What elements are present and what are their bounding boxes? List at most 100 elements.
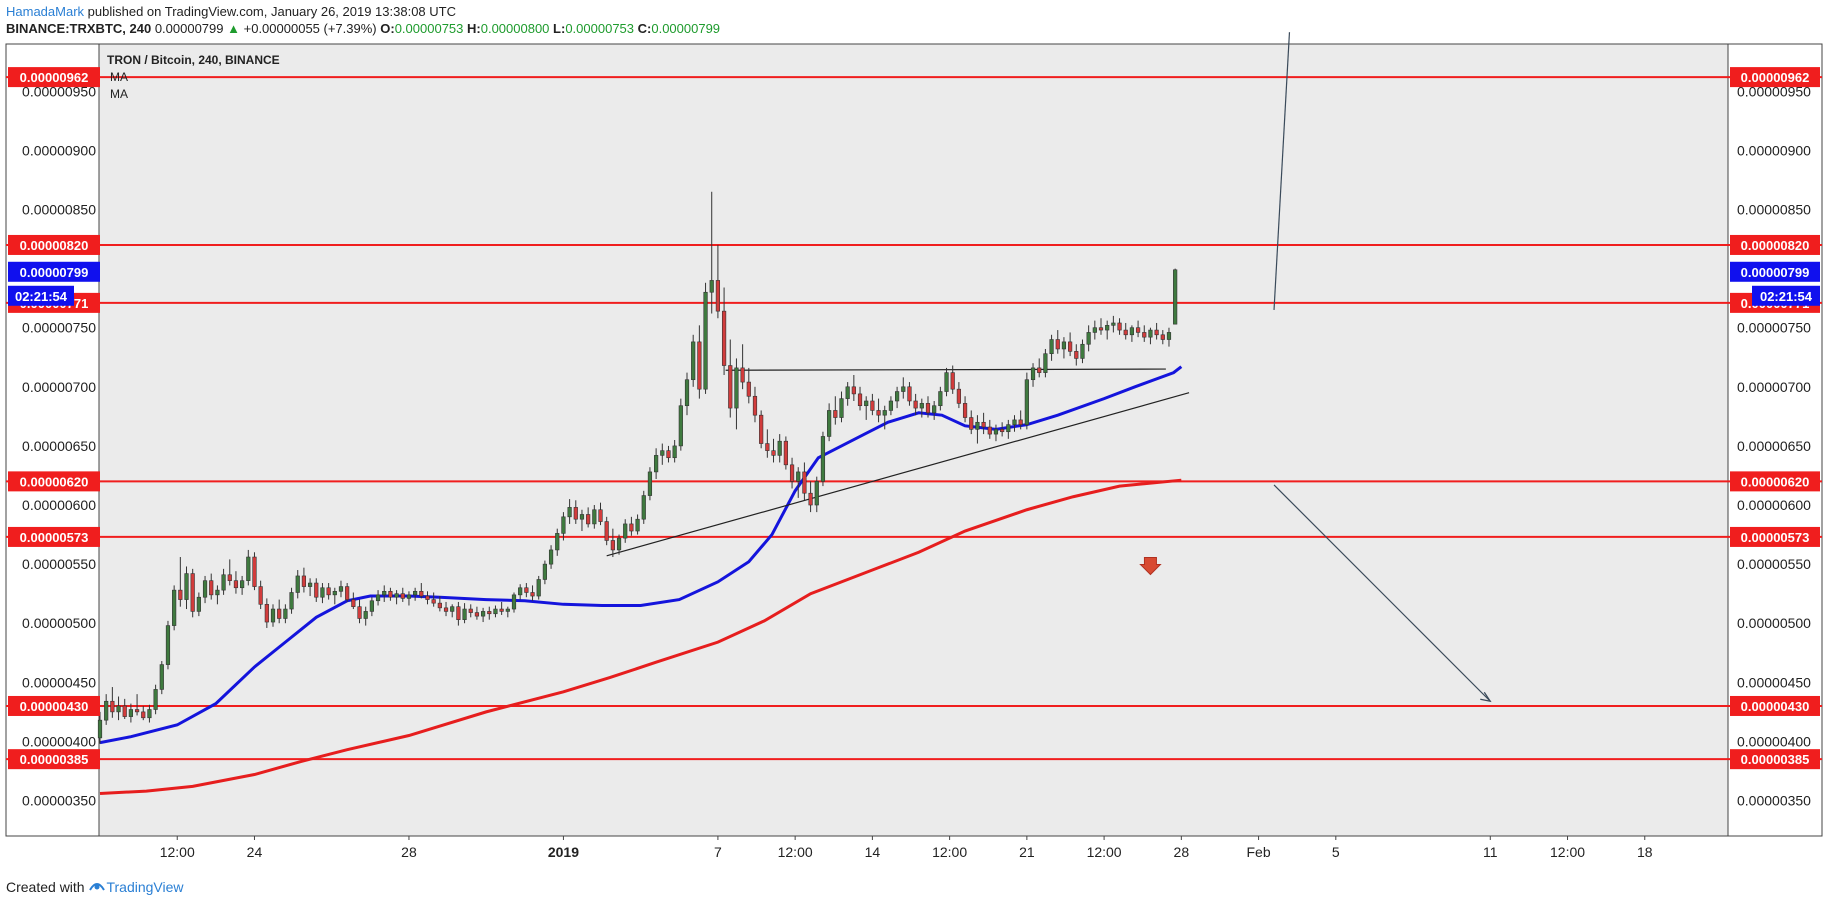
sell-arrow-icon[interactable] (1139, 556, 1162, 576)
candle-down[interactable] (907, 382, 912, 406)
candle-up[interactable] (1043, 348, 1048, 378)
candle-down[interactable] (326, 583, 331, 600)
candle-up[interactable] (97, 711, 103, 744)
candle-down[interactable] (277, 599, 282, 624)
candle-down[interactable] (134, 694, 140, 716)
current-price-tag-left[interactable]: 0.00000799 (8, 261, 100, 282)
candle-up[interactable] (542, 560, 547, 585)
candle-down[interactable] (870, 393, 875, 416)
candle-up[interactable] (709, 191, 714, 314)
candle-up[interactable] (734, 358, 739, 430)
candle-down[interactable] (1117, 318, 1122, 335)
candle-up[interactable] (196, 592, 201, 617)
candle-up[interactable] (511, 592, 517, 613)
candle-down[interactable] (925, 396, 931, 418)
candle-down[interactable] (604, 516, 609, 546)
candle-up[interactable] (159, 661, 164, 695)
candle-down[interactable] (1037, 358, 1042, 378)
projection-up-line[interactable] (1273, 32, 1291, 311)
candle-down[interactable] (499, 601, 504, 615)
candle-down[interactable] (759, 410, 764, 449)
candle-up[interactable] (375, 590, 381, 606)
candle-down[interactable] (419, 583, 424, 599)
candle-up[interactable] (1006, 419, 1011, 439)
candle-up[interactable] (536, 575, 541, 600)
candle-down[interactable] (233, 571, 239, 594)
candle-up[interactable] (518, 584, 523, 600)
candle-up[interactable] (660, 443, 665, 465)
candle-up[interactable] (864, 396, 869, 420)
candle-up[interactable] (1049, 334, 1054, 361)
candle-up[interactable] (382, 585, 387, 602)
candle-up[interactable] (221, 568, 226, 595)
candle-up[interactable] (369, 597, 374, 617)
candle-up[interactable] (1086, 325, 1091, 352)
candle-down[interactable] (956, 382, 961, 409)
candle-up[interactable] (295, 570, 300, 599)
candle-up[interactable] (635, 514, 640, 535)
candle-up[interactable] (493, 605, 498, 618)
countdown-tag-left[interactable]: 02:21:54 (8, 285, 74, 306)
level-tag-right[interactable]: 0.00000962 (1730, 67, 1820, 88)
candle-down[interactable] (969, 410, 974, 435)
candle-down[interactable] (1154, 322, 1159, 340)
candle-down[interactable] (771, 438, 776, 463)
candle-down[interactable] (443, 601, 449, 617)
candle-down[interactable] (351, 592, 356, 610)
candle-down[interactable] (264, 598, 269, 628)
candle-up[interactable] (901, 377, 906, 399)
candle-down[interactable] (474, 606, 480, 620)
candle-down[interactable] (1098, 318, 1104, 335)
candle-down[interactable] (981, 412, 986, 435)
candle-down[interactable] (808, 481, 813, 513)
candle-up[interactable] (814, 476, 819, 513)
candle-down[interactable] (209, 573, 214, 600)
candle-down[interactable] (388, 587, 393, 601)
current-price-tag-right[interactable]: 0.00000799 (1730, 261, 1820, 282)
candle-down[interactable] (487, 606, 492, 620)
ascending-trendline[interactable] (606, 392, 1190, 557)
candle-down[interactable] (789, 457, 795, 489)
candle-up[interactable] (932, 400, 937, 420)
candle-down[interactable] (666, 445, 671, 463)
candle-down[interactable] (598, 502, 603, 526)
candle-down[interactable] (437, 596, 442, 612)
level-tag-left[interactable]: 0.00000962 (8, 67, 100, 88)
candle-up[interactable] (153, 684, 158, 715)
candle-up[interactable] (882, 405, 887, 430)
candle-up[interactable] (938, 386, 943, 411)
candle-up[interactable] (1111, 315, 1116, 333)
candle-down[interactable] (122, 698, 127, 719)
candle-up[interactable] (975, 415, 980, 444)
candle-up[interactable] (332, 587, 337, 605)
level-tag-left[interactable]: 0.00000385 (8, 749, 100, 770)
candle-down[interactable] (110, 687, 115, 718)
candle-down[interactable] (1074, 344, 1079, 366)
candle-up[interactable] (505, 606, 510, 618)
candle-up[interactable] (1024, 372, 1029, 430)
candle-down[interactable] (1123, 322, 1128, 340)
candle-down[interactable] (190, 568, 195, 618)
candle-up[interactable] (672, 440, 677, 463)
candle-up[interactable] (338, 580, 344, 598)
candle-up[interactable] (283, 604, 288, 624)
candle-down[interactable] (765, 429, 770, 458)
candle-down[interactable] (227, 559, 232, 586)
candle-up[interactable] (678, 398, 683, 451)
candle-up[interactable] (691, 334, 696, 387)
candle-down[interactable] (530, 585, 535, 601)
candle-down[interactable] (456, 601, 461, 626)
candle-up[interactable] (567, 499, 572, 524)
candle-down[interactable] (1000, 422, 1005, 437)
candle-up[interactable] (320, 583, 325, 604)
level-tag-right[interactable]: 0.00000430 (1730, 695, 1820, 716)
candle-up[interactable] (462, 603, 467, 624)
candle-down[interactable] (913, 393, 918, 416)
candle-down[interactable] (1160, 330, 1165, 345)
candle-up[interactable] (450, 604, 455, 618)
candle-down[interactable] (962, 396, 968, 423)
candle-up[interactable] (579, 509, 585, 532)
candle-down[interactable] (178, 557, 183, 607)
candle-down[interactable] (752, 386, 758, 423)
level-tag-left[interactable]: 0.00000573 (8, 526, 100, 547)
